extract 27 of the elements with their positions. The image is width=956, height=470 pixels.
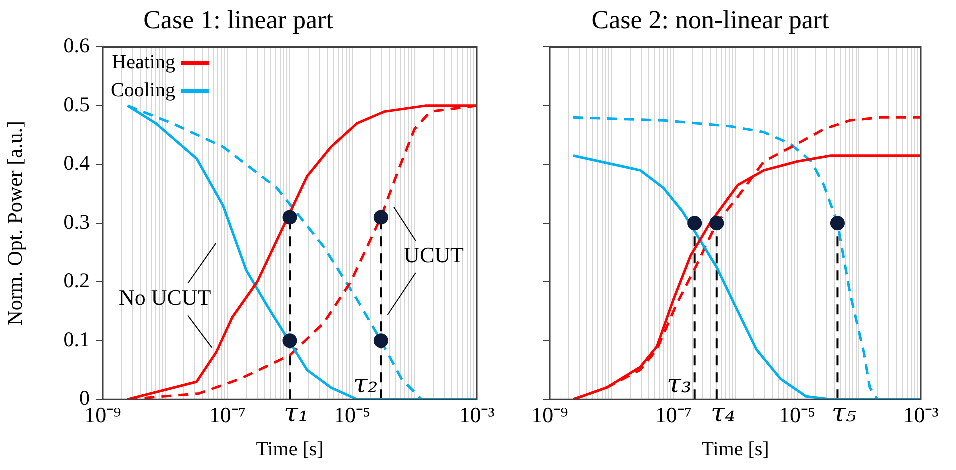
x-tick-label: 10⁻³ xyxy=(903,402,940,428)
x-tick-label: 10⁻³ xyxy=(459,402,496,428)
x-tick-label: 10⁻⁵ xyxy=(334,402,371,428)
x-axis-title: Time [s] xyxy=(256,438,324,460)
y-tick-label: 0.6 xyxy=(64,34,90,58)
legend-label: Heating xyxy=(112,51,176,74)
chart-title: Case 2: non-linear part xyxy=(592,5,830,34)
y-axis-title: Norm. Opt. Power [a.u.] xyxy=(3,121,28,326)
x-axis-title: Time [s] xyxy=(702,438,770,460)
annotation: UCUT xyxy=(404,242,464,268)
ref-line-label: τ₄ xyxy=(710,398,736,428)
x-tick-label: 10⁻⁷ xyxy=(209,402,246,428)
ref-line-label: τ₅ xyxy=(832,398,858,428)
y-tick-label: 0.3 xyxy=(64,210,90,234)
legend-label: Cooling xyxy=(111,79,176,102)
annotation: No UCUT xyxy=(118,284,212,310)
ref-line-label: τ₂ xyxy=(353,369,378,400)
y-tick-label: 0.2 xyxy=(64,268,90,293)
y-tick-label: 0.1 xyxy=(64,327,90,352)
chart-title: Case 1: linear part xyxy=(144,5,334,34)
x-tick-label: 10⁻⁹ xyxy=(532,402,569,428)
x-tick-label: 10⁻⁵ xyxy=(778,402,816,428)
y-tick-label: 0.5 xyxy=(64,92,90,116)
ref-line-label: τ₁ xyxy=(284,398,309,428)
ref-line-label: τ₃ xyxy=(667,369,692,400)
y-tick-label: 0.4 xyxy=(64,151,90,176)
x-tick-label: 10⁻⁷ xyxy=(655,402,692,428)
